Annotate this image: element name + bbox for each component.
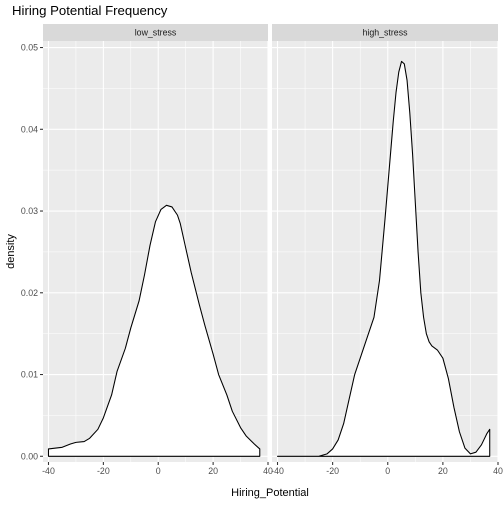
strip-low-stress — [43, 24, 268, 41]
facet-high-stress: high_stress — [272, 24, 499, 462]
y-axis-title: density — [5, 234, 17, 269]
x-tick-label: 40 — [263, 466, 273, 476]
x-tick-label: -20 — [326, 466, 339, 476]
x-tick-label: -40 — [271, 466, 284, 476]
strip-label-low-stress: low_stress — [135, 28, 177, 38]
x-tick-label: 0 — [156, 466, 161, 476]
y-tick-label: 0.02 — [21, 288, 38, 298]
strip-label-high-stress: high_stress — [363, 28, 409, 38]
density-area-high-stress — [276, 60, 491, 457]
density-curve-high-stress — [276, 60, 491, 457]
x-tick-label: 0 — [385, 466, 390, 476]
strip-high-stress — [272, 24, 498, 41]
x-tick-label: -20 — [97, 466, 110, 476]
x-axis-low-stress: -40 -20 0 20 40 — [42, 462, 273, 476]
x-tick-label: 20 — [438, 466, 448, 476]
y-tick-label: 0.00 — [21, 451, 38, 461]
x-axis-high-stress: -40 -20 0 20 40 — [271, 462, 503, 476]
y-tick-label: 0.01 — [21, 370, 38, 380]
chart-title: Hiring Potential Frequency — [12, 3, 168, 18]
density-curve-low-stress — [47, 204, 261, 457]
x-axis-title: Hiring_Potential — [231, 487, 309, 499]
x-tick-label: 40 — [493, 466, 503, 476]
x-tick-label: 20 — [208, 466, 218, 476]
y-axis: 0.00 0.01 0.02 0.03 0.04 0.05 — [21, 43, 43, 461]
x-tick-label: -40 — [42, 466, 55, 476]
y-tick-label: 0.04 — [21, 124, 38, 134]
y-tick-label: 0.05 — [21, 43, 38, 53]
facet-low-stress: low_stress — [43, 24, 269, 462]
density-area-low-stress — [47, 204, 261, 457]
y-tick-label: 0.03 — [21, 206, 38, 216]
